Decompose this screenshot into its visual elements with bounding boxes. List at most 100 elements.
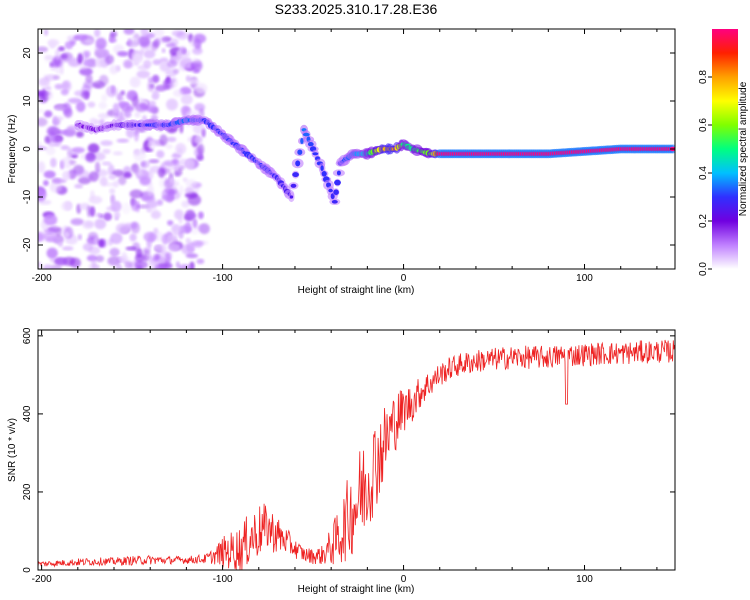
noise-blob — [106, 85, 118, 98]
snr-series-line — [38, 339, 675, 570]
noise-blob — [136, 70, 151, 79]
noise-blob — [112, 110, 118, 122]
noise-blob — [84, 38, 94, 45]
noise-blob — [81, 90, 90, 100]
spectrogram-heatmap — [38, 29, 675, 269]
noise-blob — [44, 74, 57, 81]
noise-blob — [99, 176, 108, 187]
noise-blob — [165, 42, 176, 48]
y-tick-label: 200 — [22, 483, 33, 500]
noise-blob — [143, 231, 158, 242]
noise-blob — [45, 146, 56, 156]
noise-blob — [116, 92, 123, 101]
noise-blob — [150, 210, 161, 220]
noise-blob — [38, 46, 49, 53]
noise-blob — [129, 233, 137, 242]
noise-blob — [176, 158, 191, 168]
noise-blob — [60, 201, 72, 211]
noise-blob — [173, 89, 184, 97]
noise-blob — [153, 227, 159, 234]
noise-blob — [122, 202, 131, 215]
noise-blob — [67, 97, 82, 104]
noise-blob — [51, 55, 64, 68]
noise-blob — [190, 227, 199, 235]
noise-blob — [43, 170, 56, 179]
noise-blob — [109, 247, 120, 257]
noise-blob — [120, 90, 125, 96]
noise-blob — [149, 100, 156, 109]
noise-blob — [166, 234, 178, 245]
noise-blob — [154, 253, 160, 261]
noise-blob — [100, 140, 113, 146]
noise-blob — [159, 57, 169, 63]
noise-blob — [123, 29, 135, 35]
noise-blob — [45, 237, 58, 243]
noise-blob — [124, 261, 133, 269]
noise-blob — [94, 29, 101, 38]
noise-blob — [60, 53, 68, 60]
noise-blob — [146, 206, 152, 213]
noise-blob — [109, 65, 119, 75]
noise-blob — [38, 145, 48, 151]
noise-blob — [193, 38, 202, 49]
noise-blob — [114, 211, 121, 219]
noise-blob — [147, 140, 156, 149]
snr-ticks: -200 -100 0 100 0 200 400 600 — [22, 327, 675, 585]
noise-blob — [159, 134, 168, 146]
noise-blob — [43, 214, 58, 226]
noise-blob — [60, 157, 74, 169]
noise-blob — [194, 83, 208, 94]
noise-blob — [136, 204, 150, 209]
noise-blob — [154, 264, 166, 269]
noise-blob — [47, 126, 61, 136]
ridge-core — [300, 138, 304, 144]
noise-blob — [58, 241, 63, 247]
x-tick-label: -100 — [213, 574, 233, 585]
noise-blob — [178, 264, 192, 269]
noise-blob — [164, 186, 178, 195]
noise-blob — [167, 59, 178, 68]
colorbar-tick-label: 0.0 — [698, 262, 709, 276]
colorbar-tick-label: 0.8 — [698, 70, 709, 84]
noise-blob — [142, 254, 148, 262]
noise-blob — [38, 232, 44, 242]
noise-blob — [63, 107, 73, 118]
noise-blob — [125, 90, 137, 101]
noise-blob — [89, 206, 96, 217]
noise-blob — [90, 190, 95, 200]
noise-blob — [86, 205, 92, 218]
noise-blob — [118, 175, 127, 186]
noise-blob — [38, 199, 52, 205]
x-tick-label: 100 — [576, 574, 593, 585]
noise-blob — [143, 49, 156, 59]
noise-blob — [131, 200, 139, 212]
noise-blob — [82, 220, 94, 230]
x-tick-label: 100 — [576, 273, 593, 284]
noise-blob — [140, 103, 147, 109]
noise-blob — [171, 158, 179, 165]
x-tick-label: -200 — [32, 574, 52, 585]
noise-blob — [192, 47, 203, 55]
noise-blob — [184, 187, 194, 194]
noise-blob — [126, 105, 135, 112]
noise-blob — [140, 29, 149, 37]
ridge-core — [333, 189, 339, 195]
noise-blob — [97, 113, 110, 119]
x-tick-label: -200 — [32, 273, 52, 284]
noise-blob — [71, 147, 85, 154]
noise-blob — [155, 231, 163, 242]
noise-blob — [38, 117, 48, 127]
noise-blob — [46, 247, 58, 259]
noise-blob — [101, 161, 112, 166]
noise-blob — [196, 224, 206, 231]
noise-blob — [175, 143, 187, 155]
noise-blob — [129, 76, 141, 88]
y-tick-label: 20 — [22, 47, 33, 59]
noise-blob — [109, 38, 117, 43]
noise-blob — [129, 189, 143, 199]
noise-blob — [38, 141, 43, 147]
noise-blob — [110, 232, 123, 244]
noise-blob — [64, 41, 74, 50]
noise-blob — [173, 172, 180, 177]
